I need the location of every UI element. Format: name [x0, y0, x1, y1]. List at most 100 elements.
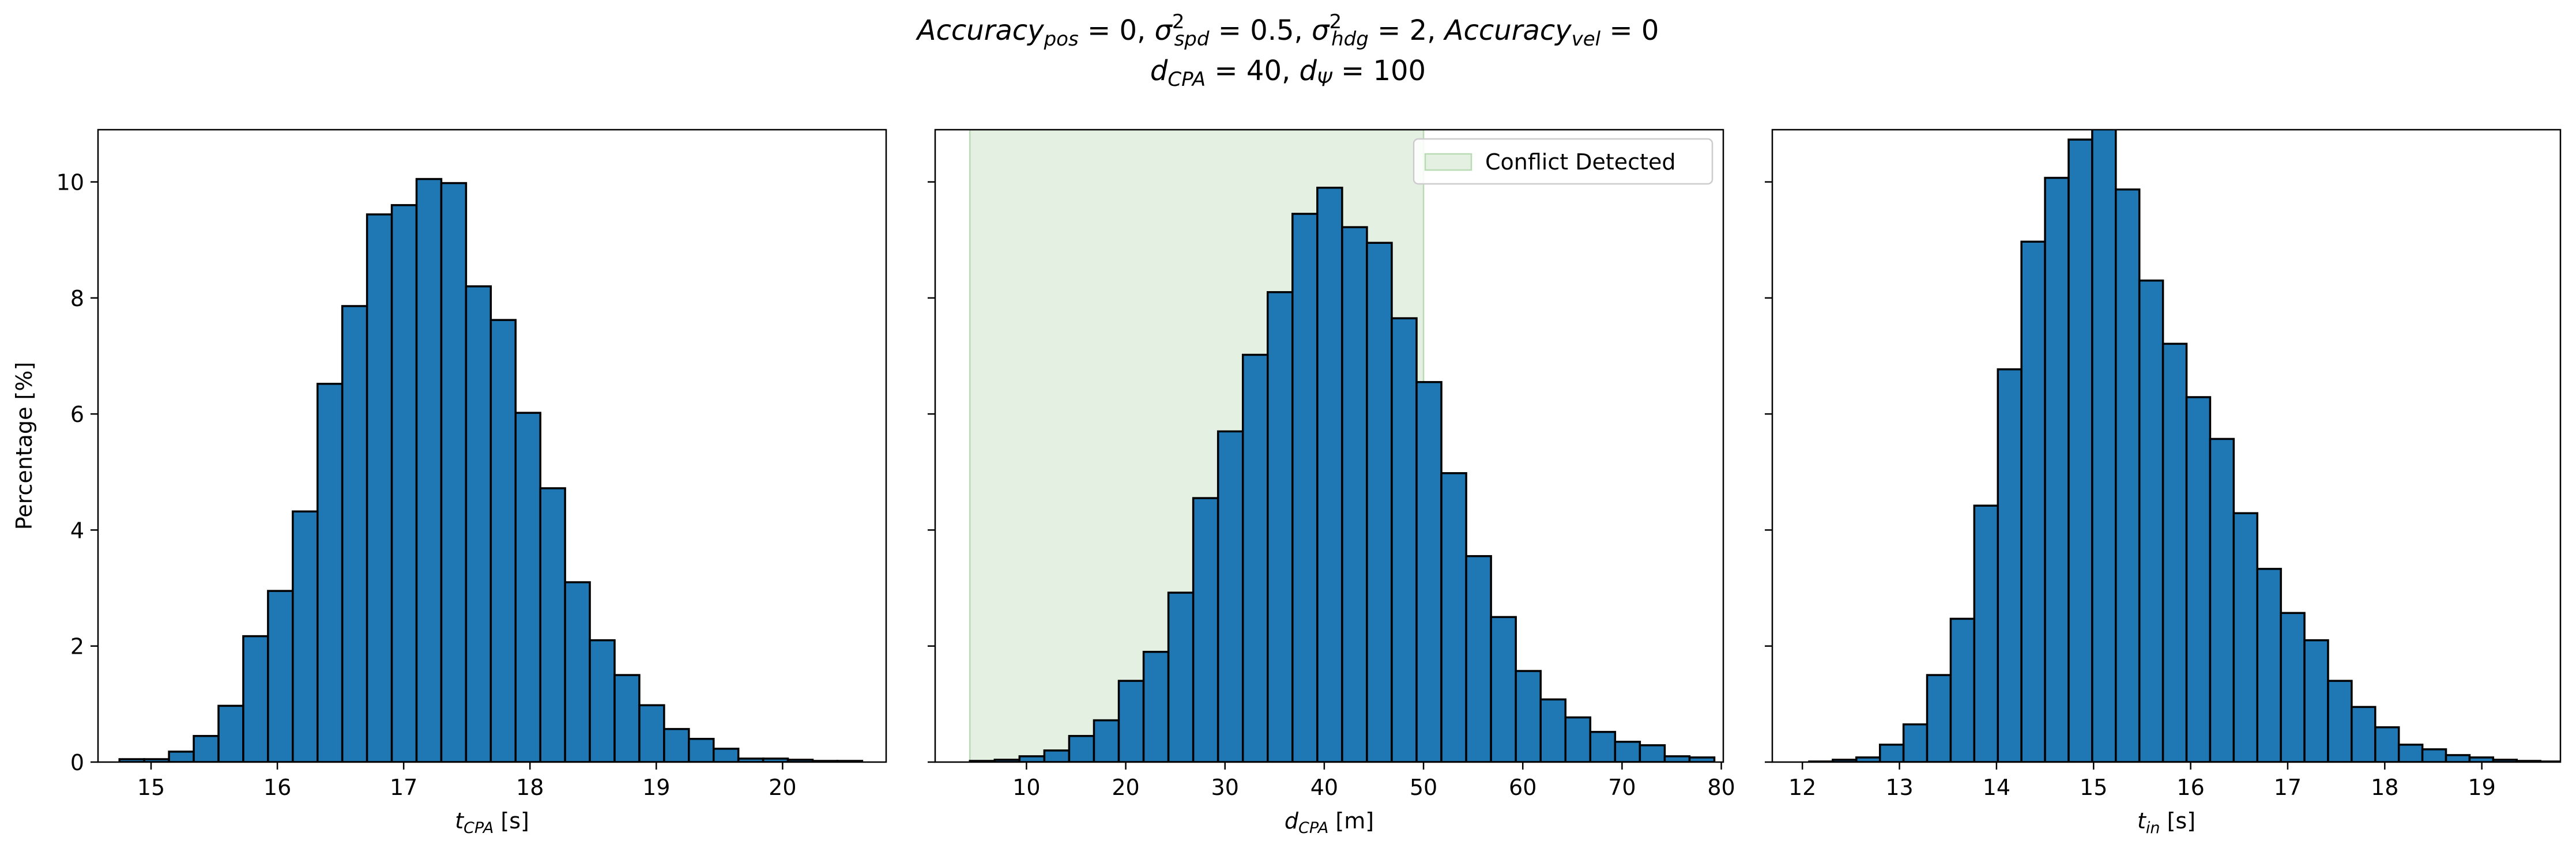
- title-line-2: dCPA = 40, dΨ = 100: [0, 51, 2576, 91]
- histogram-bar: [2067, 138, 2093, 762]
- title-text-segment: d: [1299, 55, 1317, 87]
- histogram-bar: [1068, 734, 1095, 762]
- histogram-bar: [1341, 226, 1368, 762]
- histogram-bar: [1515, 670, 1542, 762]
- figure-title: Accuracypos = 0, σ2spd = 0.5, σ2hdg = 2,…: [0, 10, 2576, 91]
- histogram-bar: [1217, 430, 1244, 762]
- x-tick-label: 19: [2468, 775, 2495, 800]
- histogram-bar: [2209, 438, 2235, 762]
- x-tick-label: 16: [2176, 775, 2204, 800]
- histogram-bar: [366, 213, 393, 762]
- histogram-bar: [2327, 680, 2353, 762]
- x-tick-label: 40: [1310, 775, 1338, 800]
- x-tick-label: 50: [1410, 775, 1437, 800]
- histogram-bar: [1043, 749, 1071, 762]
- x-tick-label: 14: [1983, 775, 2010, 800]
- y-tick-label: 8: [70, 286, 84, 311]
- x-tick-label: 20: [769, 775, 796, 800]
- x-tick-label: 10: [1012, 775, 1040, 800]
- histogram-bar: [2044, 176, 2070, 762]
- histogram-bar: [2256, 568, 2282, 762]
- histogram-bar: [2232, 512, 2258, 762]
- subplot-2: 10 20 30 40 50 60 70 80 dCPA [m] Conflict Detecte…: [928, 129, 1735, 837]
- x-tick-label: 13: [1885, 775, 1913, 800]
- histogram-bar: [564, 581, 591, 762]
- legend-label: Conflict Detected: [1485, 149, 1675, 175]
- histogram-bar: [1093, 719, 1120, 762]
- histogram-bar: [1614, 741, 1641, 762]
- histogram-bar: [2421, 748, 2447, 762]
- histogram-bar: [489, 319, 517, 762]
- title-subscript: spd: [1174, 28, 1210, 51]
- axes-frame: [934, 129, 1724, 763]
- subplot-1: 15 16 17 18 19 20 0 2 4 6 8 10 tCPA [s] Percentage [%…: [12, 129, 887, 837]
- histogram-bar: [1902, 723, 1929, 762]
- histogram-bar: [341, 305, 368, 762]
- title-text-segment: σ: [1312, 14, 1330, 47]
- x-tick-label: 15: [137, 775, 165, 800]
- subplot-3: 12 13 14 15 16 17 18 19 tin [s]: [1765, 129, 2562, 837]
- x-tick-label: 20: [1112, 775, 1139, 800]
- y-tick-label: 10: [57, 170, 84, 195]
- x-tick-label: 18: [516, 775, 544, 800]
- title-subscript: CPA: [1168, 68, 1206, 91]
- title-text-segment: = 0: [1600, 14, 1659, 47]
- title-text-segment: = 0,: [1078, 14, 1155, 47]
- y-tick-label: 6: [70, 402, 84, 427]
- histogram-bar: [1366, 242, 1393, 762]
- x-tick-label: 12: [1788, 775, 1816, 800]
- histogram-bar: [1926, 674, 1952, 762]
- title-text-segment: Accuracy: [1444, 14, 1572, 47]
- histogram-bar: [1192, 497, 1219, 762]
- histogram-bar: [292, 510, 319, 762]
- histogram-bar: [2138, 279, 2164, 762]
- x-axis-label: tin [s]: [2137, 808, 2195, 837]
- histogram-bar: [539, 487, 566, 762]
- histogram-bar: [217, 704, 244, 762]
- histogram-bar: [1639, 744, 1666, 762]
- histogram-bar: [1440, 472, 1467, 762]
- histogram-bar: [712, 748, 740, 762]
- histogram-bar: [390, 204, 418, 762]
- x-tick-label: 30: [1211, 775, 1239, 800]
- x-tick-label: 80: [1707, 775, 1735, 800]
- histogram-bar: [1663, 755, 1691, 762]
- title-subscript: pos: [1044, 28, 1079, 51]
- histogram-bar: [514, 412, 541, 762]
- histogram-bar: [1267, 291, 1294, 762]
- histogram-bar: [1973, 504, 1999, 762]
- histogram-bar: [168, 751, 195, 762]
- y-tick-label: 0: [70, 750, 84, 775]
- y-tick-label: 2: [70, 634, 84, 659]
- histogram-bar: [2351, 706, 2377, 762]
- histogram-bar: [638, 704, 665, 762]
- histogram-bar: [663, 727, 690, 762]
- histogram-bar: [2020, 240, 2046, 762]
- title-text-segment: = 40,: [1206, 55, 1300, 87]
- title-text-segment: d: [1150, 55, 1168, 87]
- histogram-bar: [1018, 755, 1046, 762]
- x-tick-label: 17: [2274, 775, 2302, 800]
- x-tick-label: 19: [642, 775, 670, 800]
- histogram-bar: [2374, 726, 2400, 762]
- y-axis-label: Percentage [%]: [12, 362, 37, 530]
- histogram-bar: [2161, 342, 2188, 762]
- bars-group: [969, 186, 1716, 762]
- histogram-bar: [2397, 744, 2424, 762]
- legend-box: [1413, 138, 1713, 185]
- histogram-bar: [1564, 716, 1592, 762]
- title-superscript: 2: [1329, 10, 1342, 33]
- histogram-bar: [2303, 639, 2329, 762]
- histogram-bar: [415, 178, 443, 762]
- histogram-bar: [1539, 698, 1567, 762]
- title-text-segment: Accuracy: [917, 14, 1044, 47]
- histogram-bar: [1391, 317, 1418, 762]
- histogram-bar: [1142, 651, 1170, 762]
- x-tick-label: 18: [2371, 775, 2398, 800]
- histogram-bar: [2115, 188, 2141, 762]
- title-subscript: hdg: [1331, 28, 1369, 51]
- x-tick-label: 17: [390, 775, 417, 800]
- histogram-bar: [242, 635, 269, 762]
- histogram-bar: [1465, 555, 1492, 762]
- legend-swatch: [1424, 153, 1472, 171]
